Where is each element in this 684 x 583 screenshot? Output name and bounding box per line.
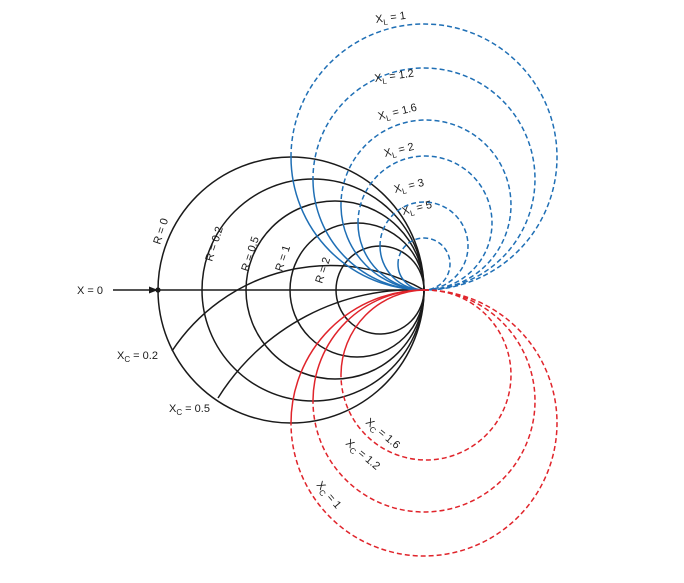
capacitive-dashed-arc-1.2 (312, 289, 536, 513)
capacitive-solid-arc-1.2 (312, 289, 425, 401)
real-axis-arrowhead (149, 286, 158, 294)
inductive-solid-arc-1.2 (312, 180, 425, 291)
capacitive-solid-arc-1.6 (340, 289, 425, 375)
capacitive-label-0.5: XC = 0.5 (169, 403, 210, 417)
capacitive-arc-0.5 (217, 288, 425, 399)
inductive-dashed-arc-3 (379, 201, 469, 291)
capacitive-inner-arcs (171, 264, 425, 399)
capacitive-inner-labels: XC = 0.2 XC = 0.5 (117, 350, 210, 417)
real-axis-dot (155, 287, 161, 293)
resistance-label-r2: R = 2 (313, 256, 333, 285)
inductive-dashed-arc-5 (397, 237, 451, 291)
resistance-label-r02: R = 0.2 (203, 225, 225, 263)
inductive-dashed-arc-1.6 (340, 119, 512, 291)
capacitive-outer-labels: XC = 1.6 XC = 1.2 XC = 1 (312, 416, 402, 512)
capacitive-label-1: XC = 1 (312, 479, 343, 512)
x-axis-label: X = 0 (77, 285, 103, 297)
capacitive-label-0.2: XC = 0.2 (117, 350, 158, 364)
inductive-dashed-arc-1.2 (312, 67, 536, 291)
inductive-dashed-arc-2 (357, 155, 493, 291)
resistance-label-r1: R = 1 (273, 244, 293, 273)
capacitive-dashed-arc-1.6 (340, 289, 512, 461)
inductive-labels: XL = 1 XL = 1.2 XL = 1.6 XL = 2 XL = 3 X… (374, 10, 434, 220)
inductive-solid-arcs (290, 156, 425, 291)
capacitive-label-1.2: XC = 1.2 (342, 437, 382, 474)
resistance-label-r05: R = 0.5 (239, 235, 261, 273)
capacitive-solid-arcs (290, 289, 425, 424)
inductive-solid-arc-1.6 (340, 206, 425, 291)
inductive-label-2: XL = 2 (383, 141, 416, 162)
inductive-dashed-arcs (290, 23, 558, 291)
resistance-label-r0: R = 0 (151, 217, 171, 246)
capacitive-dashed-arcs (290, 289, 558, 557)
inductive-label-5: XL = 5 (401, 199, 434, 220)
inductive-label-1: XL = 1 (375, 10, 407, 28)
real-axis (113, 286, 424, 294)
inductive-dashed-arc-1 (290, 23, 558, 291)
inductive-label-3: XL = 3 (393, 177, 426, 198)
resistance-labels: R = 0 R = 0.2 R = 0.5 R = 1 R = 2 (151, 217, 333, 285)
capacitive-dashed-arc-1 (290, 289, 558, 557)
capacitive-arc-0.2 (171, 264, 425, 352)
inductive-label-1.2: XL = 1.2 (374, 68, 415, 87)
